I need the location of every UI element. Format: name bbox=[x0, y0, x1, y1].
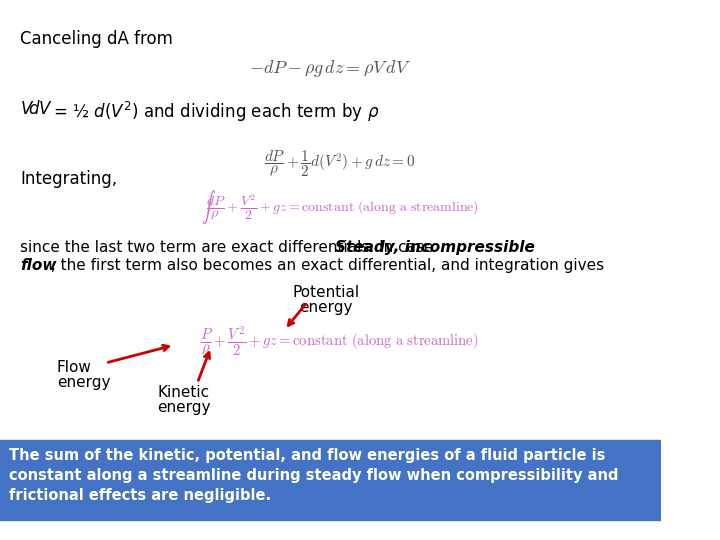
Text: flow: flow bbox=[20, 258, 57, 273]
Text: Steady, incompressible: Steady, incompressible bbox=[335, 240, 535, 255]
Text: The sum of the kinetic, potential, and flow energies of a fluid particle is
cons: The sum of the kinetic, potential, and f… bbox=[9, 448, 618, 503]
Text: Flow: Flow bbox=[57, 360, 91, 375]
FancyBboxPatch shape bbox=[0, 440, 661, 520]
Text: $\dfrac{dP}{\rho} + \dfrac{1}{2}d(V^2) + g\, dz = 0$: $\dfrac{dP}{\rho} + \dfrac{1}{2}d(V^2) +… bbox=[264, 148, 415, 179]
Text: $\it{V}$: $\it{V}$ bbox=[20, 100, 35, 118]
Text: $\int\!\dfrac{dP}{\rho} + \dfrac{V^2}{2} + gz = \mathrm{constant\ (along\ a\ str: $\int\!\dfrac{dP}{\rho} + \dfrac{V^2}{2}… bbox=[201, 188, 479, 226]
Text: energy: energy bbox=[157, 400, 210, 415]
Text: since the last two term are exact differentials. In case: since the last two term are exact differ… bbox=[20, 240, 438, 255]
Text: $-dP - \rho g\, dz = \rho V\, dV$: $-dP - \rho g\, dz = \rho V\, dV$ bbox=[249, 58, 411, 79]
Text: = ½ $d$($V^2$) and dividing each term by $\rho$: = ½ $d$($V^2$) and dividing each term by… bbox=[48, 100, 379, 124]
Text: Canceling dA from: Canceling dA from bbox=[20, 30, 173, 48]
Text: $\dfrac{P}{\rho} + \dfrac{V^2}{2} + gz = \mathrm{constant\ (along\ a\ streamline: $\dfrac{P}{\rho} + \dfrac{V^2}{2} + gz =… bbox=[200, 325, 479, 359]
Text: Potential: Potential bbox=[292, 285, 359, 300]
Text: Integrating,: Integrating, bbox=[20, 170, 117, 188]
Text: energy: energy bbox=[57, 375, 110, 390]
Text: $d\it{V}$: $d\it{V}$ bbox=[27, 100, 53, 118]
Text: Kinetic: Kinetic bbox=[158, 385, 210, 400]
Text: , the first term also becomes an exact differential, and integration gives: , the first term also becomes an exact d… bbox=[46, 258, 604, 273]
Text: energy: energy bbox=[299, 300, 353, 315]
